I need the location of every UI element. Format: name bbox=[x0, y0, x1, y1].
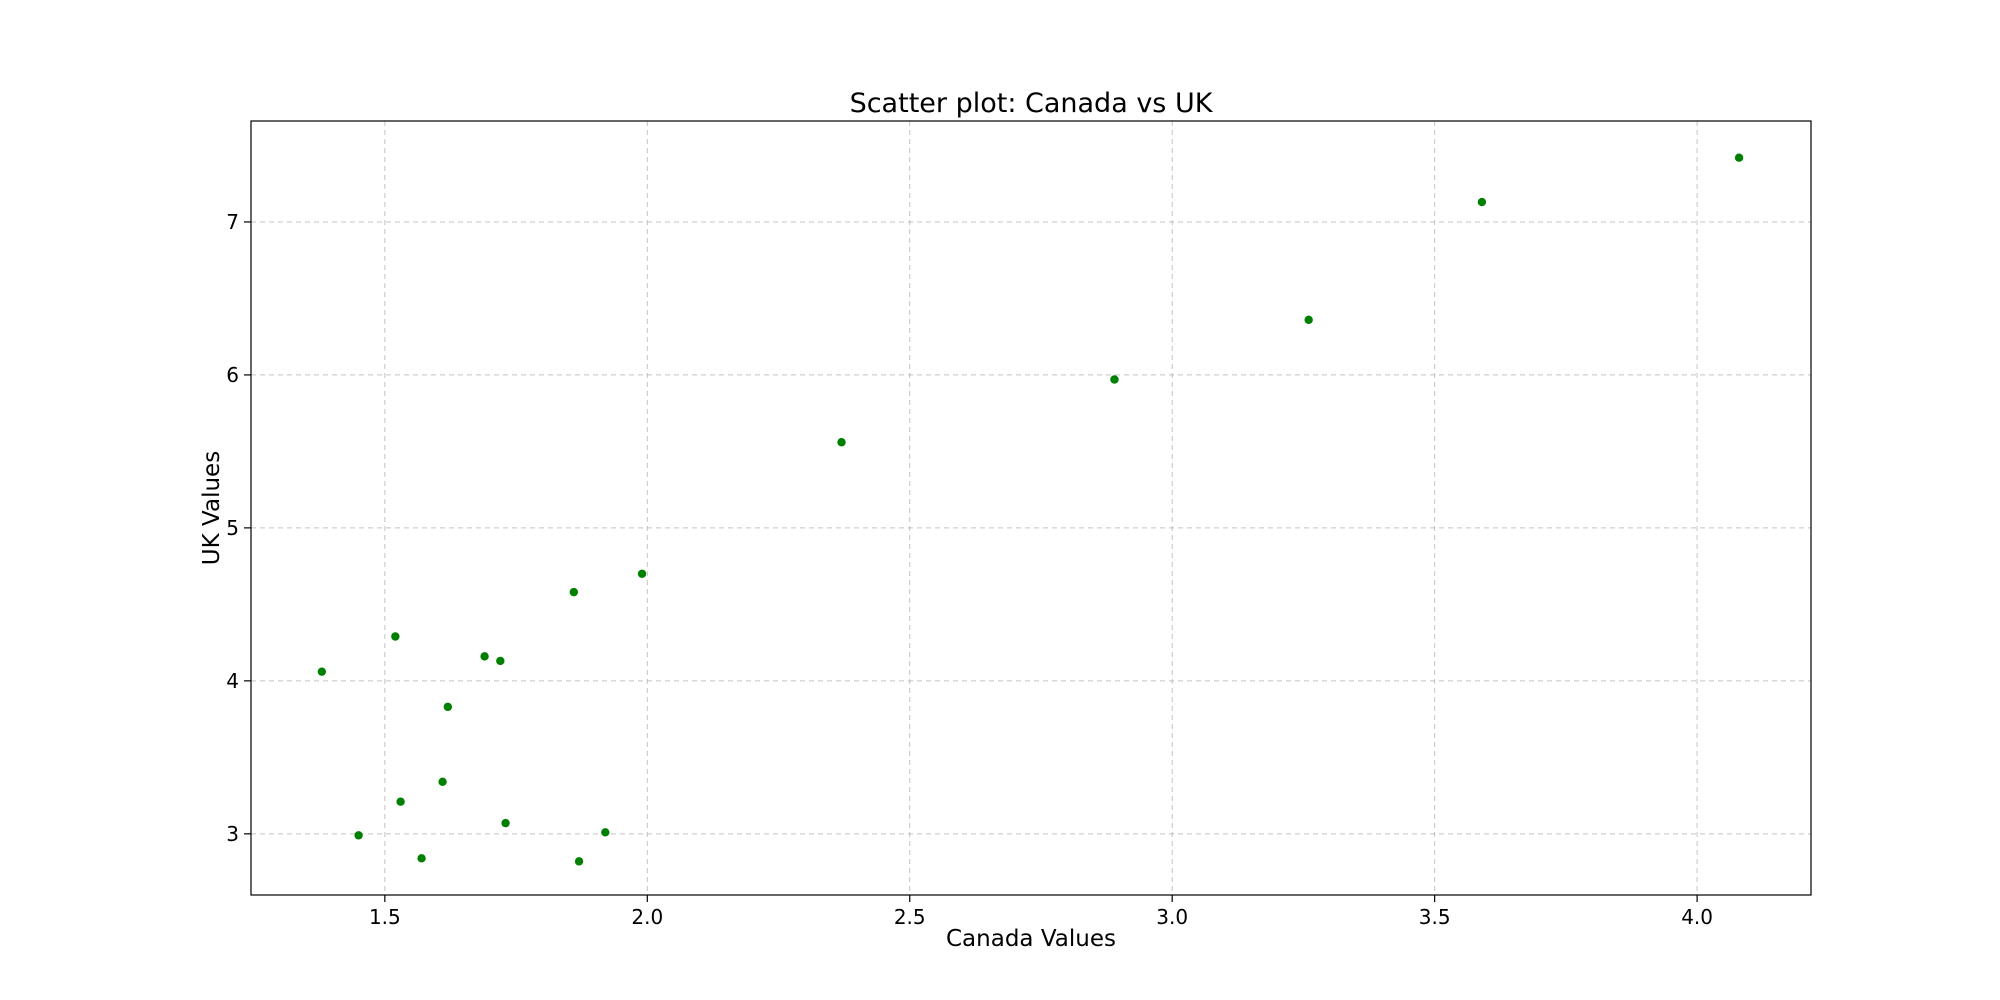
data-points bbox=[317, 153, 1744, 866]
y-tick-label: 3 bbox=[226, 822, 239, 846]
scatter-point bbox=[601, 828, 610, 837]
x-tick-label: 3.5 bbox=[1419, 905, 1451, 929]
y-tick-label: 5 bbox=[226, 516, 239, 540]
scatter-point bbox=[354, 831, 363, 840]
scatter-point bbox=[1477, 197, 1487, 207]
x-tick-label: 2.5 bbox=[894, 905, 926, 929]
y-axis-label: UK Values bbox=[199, 451, 225, 565]
grid bbox=[251, 121, 1811, 895]
scatter-point bbox=[1304, 315, 1313, 325]
chart-title: Scatter plot: Canada vs UK bbox=[850, 88, 1214, 119]
x-axis-label: Canada Values bbox=[946, 926, 1116, 952]
x-tick-label: 2.0 bbox=[631, 905, 663, 929]
scatter-point bbox=[574, 857, 584, 866]
y-tick-label: 7 bbox=[226, 210, 239, 234]
y-tick-label: 4 bbox=[226, 669, 239, 693]
scatter-point bbox=[637, 569, 647, 578]
scatter-point bbox=[1110, 375, 1119, 384]
y-tick-label: 6 bbox=[226, 363, 239, 387]
scatter-point bbox=[501, 818, 510, 828]
scatter-point bbox=[443, 702, 453, 712]
scatter-point bbox=[417, 854, 426, 863]
scatter-point bbox=[396, 797, 405, 806]
scatter-point bbox=[569, 587, 579, 597]
scatter-point bbox=[496, 656, 505, 666]
scatter-point bbox=[391, 632, 400, 641]
scatter-point bbox=[837, 438, 846, 447]
x-tick-label: 4.0 bbox=[1681, 905, 1713, 929]
axis-ticks: 1.5 2.0 2.5 3.0 3.5 4.0 3 4 5 6 7 bbox=[226, 210, 1713, 929]
scatter-point bbox=[317, 667, 327, 676]
scatter-point bbox=[480, 652, 489, 661]
scatter-point bbox=[438, 777, 447, 787]
plot-frame bbox=[250, 120, 1812, 896]
x-tick-label: 3.0 bbox=[1156, 905, 1188, 929]
x-tick-label: 1.5 bbox=[369, 905, 401, 929]
scatter-point bbox=[1734, 153, 1744, 162]
